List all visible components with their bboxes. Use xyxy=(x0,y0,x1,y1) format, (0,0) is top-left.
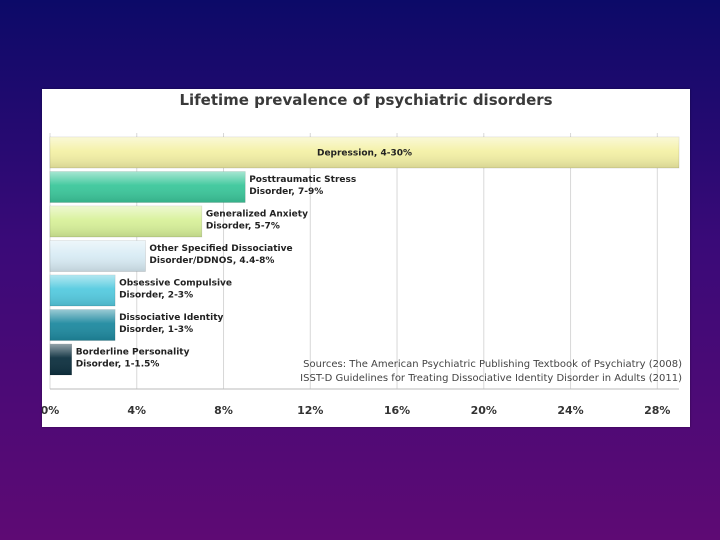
bar-data-label: Other Specified Dissociative xyxy=(149,244,292,254)
bar-chart: Depression, 4-30% Posttraumatic Stress Dis… xyxy=(42,133,682,417)
bar-gloss xyxy=(50,206,202,237)
x-tick-label: 28% xyxy=(644,404,670,417)
chart-panel: Lifetime prevalence of psychiatric disor… xyxy=(42,89,690,427)
bar-data-label: Disorder, 1-1.5% xyxy=(76,360,160,370)
bar-data-label: Disorder, 7-9% xyxy=(249,187,323,197)
bar-gloss xyxy=(50,240,146,272)
bar-data-label: Disorder, 5-7% xyxy=(206,222,280,232)
source-line: ISST-D Guidelines for Treating Dissociat… xyxy=(300,373,682,384)
x-axis-ticks: 0% 4% 8% 12% 16% 20% 24% 28% xyxy=(42,404,670,417)
source-line: Sources: The American Psychiatric Publis… xyxy=(303,359,682,370)
x-tick-label: 4% xyxy=(127,404,146,417)
bar-data-label: Depression, 4-30% xyxy=(317,149,412,159)
x-tick-label: 20% xyxy=(471,404,497,417)
bar-data-label: Borderline Personality xyxy=(76,348,190,358)
x-tick-label: 24% xyxy=(557,404,583,417)
bar-data-label: Disorder, 2-3% xyxy=(119,291,193,301)
bar-data-label: Obsessive Compulsive xyxy=(119,279,232,289)
bar-labels: Depression, 4-30% Posttraumatic Stress Dis… xyxy=(76,149,412,370)
bar-data-label: Dissociative Identity xyxy=(119,313,223,323)
bar-data-label: Disorder, 1-3% xyxy=(119,325,193,335)
x-tick-label: 16% xyxy=(384,404,410,417)
x-tick-label: 8% xyxy=(214,404,233,417)
bar-gloss xyxy=(50,344,72,375)
x-tick-label: 0% xyxy=(42,404,59,417)
bar-data-label: Posttraumatic Stress xyxy=(249,175,356,185)
bar-data-label: Disorder/DDNOS, 4.4-8% xyxy=(149,256,274,266)
chart-title: Lifetime prevalence of psychiatric disor… xyxy=(179,91,553,109)
bar-gloss xyxy=(50,309,116,341)
bar-gloss xyxy=(50,275,116,306)
bar-data-label: Generalized Anxiety xyxy=(206,210,308,220)
bars xyxy=(49,136,680,376)
sources-note: Sources: The American Psychiatric Publis… xyxy=(300,359,682,384)
bar-gloss xyxy=(50,171,246,203)
bar-gloss xyxy=(50,137,679,168)
x-tick-label: 12% xyxy=(297,404,323,417)
